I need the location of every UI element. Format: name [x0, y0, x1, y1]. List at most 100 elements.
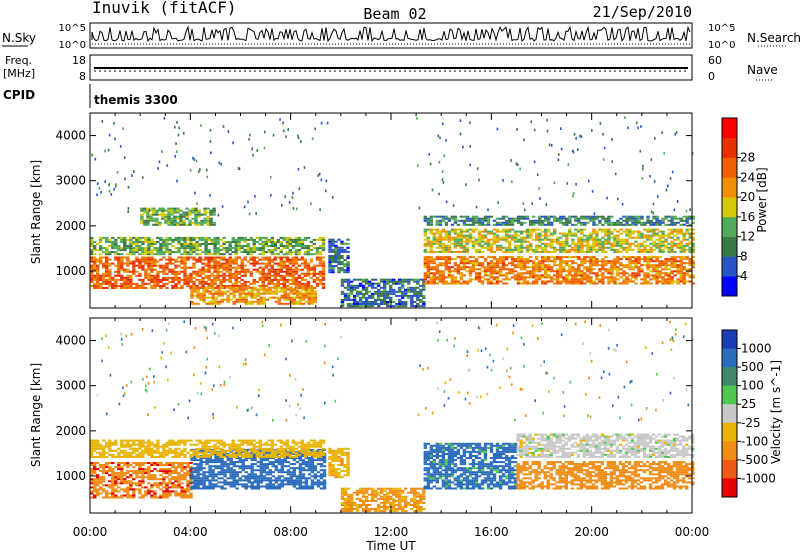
power-cell [499, 222, 502, 224]
power-cell [199, 168, 201, 171]
velocity-heatmap-cells [90, 320, 694, 512]
power-cell [102, 281, 105, 283]
power-cell [683, 276, 686, 278]
power-cell [538, 247, 541, 249]
power-cell [562, 251, 565, 253]
power-cell [350, 293, 353, 295]
power-cell [410, 279, 413, 281]
power-cell [90, 273, 93, 275]
power-cell [670, 231, 673, 233]
power-cell [146, 218, 149, 220]
power-cell [295, 243, 298, 245]
power-cell [120, 261, 123, 263]
power-cell [203, 220, 206, 222]
power-cell [126, 261, 129, 263]
power-cell [532, 202, 534, 205]
power-cell [219, 263, 222, 265]
power-cell [538, 251, 541, 253]
power-cell [520, 276, 523, 278]
power-cell [424, 266, 427, 268]
nsky-tick-top-right: 10^5 [708, 23, 735, 34]
power-cell [567, 182, 569, 185]
power-cell [268, 279, 271, 281]
velocity-cell [180, 464, 183, 466]
velocity-cell [193, 477, 196, 479]
power-cell [238, 245, 241, 247]
power-cell [138, 249, 141, 251]
power-cell [493, 229, 496, 231]
power-cell [493, 239, 496, 241]
velocity-cell [214, 479, 217, 481]
power-cell [295, 279, 298, 281]
power-cell [661, 272, 664, 274]
power-cell [289, 271, 292, 273]
power-cell [680, 270, 683, 272]
power-cell [141, 281, 144, 283]
velocity-cell [126, 495, 129, 497]
power-cell [646, 266, 649, 268]
power-cell [595, 276, 598, 278]
power-cell [646, 264, 649, 266]
power-cell [640, 216, 643, 218]
power-cell [286, 251, 289, 253]
power-cell [448, 276, 451, 278]
power-cell [90, 245, 93, 247]
power-cell [631, 237, 634, 239]
power-cell [232, 277, 235, 279]
power-cell [631, 266, 634, 268]
power-cell [238, 249, 241, 251]
power-cell [235, 279, 238, 281]
power-cell [346, 243, 349, 245]
power-cell [337, 239, 340, 241]
velocity-cell [111, 486, 114, 488]
power-cell [90, 237, 93, 239]
power-cell [277, 241, 280, 243]
power-cell [478, 237, 481, 239]
velocity-cell [153, 484, 156, 486]
power-cell [565, 235, 568, 237]
power-cell [553, 229, 556, 231]
power-cell [673, 231, 676, 233]
power-cell [271, 239, 274, 241]
velocity-cell [123, 462, 126, 464]
power-cell [454, 231, 457, 233]
power-cell [577, 220, 580, 222]
velocity-cell [165, 484, 168, 486]
power-cell [217, 303, 220, 305]
power-cell [140, 218, 143, 220]
velocity-cell [144, 470, 147, 472]
power-cell [319, 283, 322, 285]
power-cell [266, 289, 269, 291]
power-cell [481, 237, 484, 239]
power-cell [472, 247, 475, 249]
power-cell [673, 264, 676, 266]
velocity-cell [208, 465, 211, 467]
power-cell [637, 222, 640, 224]
power-cell [610, 276, 613, 278]
power-cell [616, 241, 619, 243]
velocity-cell [114, 476, 117, 478]
power-cell [319, 273, 322, 275]
power-cell [386, 303, 389, 305]
power-cell [532, 251, 535, 253]
power-cell [565, 274, 568, 276]
power-cell [658, 243, 661, 245]
power-cell [159, 251, 162, 253]
power-cell [416, 303, 419, 305]
power-cell [120, 259, 123, 261]
power-cell [190, 289, 193, 291]
power-cell [487, 243, 490, 245]
power-cell [365, 301, 368, 303]
velocity-cell [199, 488, 202, 490]
power-cell [170, 224, 173, 226]
power-cell [132, 243, 135, 245]
power-cell [260, 303, 263, 305]
power-cell [460, 268, 463, 270]
power-cell [613, 241, 616, 243]
power-cell [192, 267, 195, 269]
power-cell [162, 239, 165, 241]
power-cell [523, 231, 526, 233]
power-cell [598, 264, 601, 266]
power-cell [328, 241, 331, 243]
power-cell [350, 291, 353, 293]
